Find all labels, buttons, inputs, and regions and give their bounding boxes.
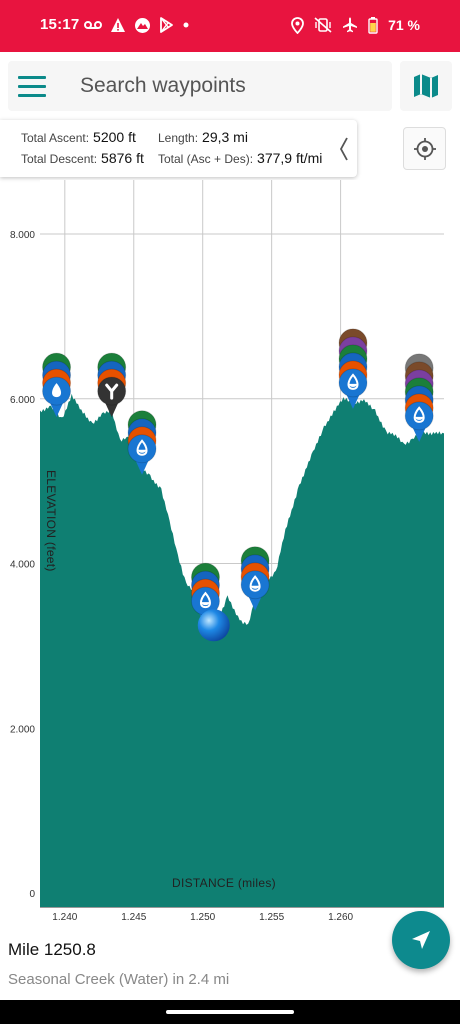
home-gesture-pill[interactable] [166,1010,294,1014]
total-ascent-value: 5200 ft [93,129,136,145]
hamburger-line [18,75,46,79]
current-mile: Mile 1250.8 [8,940,96,959]
water-tap-icon [249,575,261,592]
status-bar: 15:17 71 % [0,0,460,52]
marker-layer-disc [127,434,157,464]
elevation-chart[interactable]: 0 2.000 4.000 6.000 8.000 1.240 1.245 1.250 1.25… [0,180,460,925]
map-icon [414,74,438,98]
locate-button[interactable] [403,127,446,170]
search-input[interactable] [80,69,380,103]
search-bar [8,61,392,111]
drop-outline-glyph [136,439,148,456]
total-descent-label: Total Descent: [21,152,98,166]
y-tick-label: 2.000 [10,724,35,735]
y-tick-label: 6.000 [10,395,35,406]
hamburger-line [18,93,46,97]
y-tick-label: 4.000 [10,560,35,571]
waypoint-marker[interactable] [42,352,72,418]
total-gradient-value: 377,9 ft/mi [257,150,323,166]
battery-percent: 71 % [388,17,420,33]
play-store-icon [160,17,173,33]
menu-button[interactable] [18,71,50,101]
total-descent-value: 5876 ft [101,150,144,166]
total-ascent-label: Total Ascent: [21,131,90,145]
marker-layer-disc [404,401,434,431]
waypoint-marker[interactable] [190,562,220,628]
x-tick-label: 1.245 [121,912,146,923]
length-label: Length: [158,131,199,145]
drop-fill-glyph [348,383,357,387]
y-tick-label: 8.000 [10,230,35,241]
warning-icon [111,18,125,32]
water-drop-icon [52,383,62,398]
junction-glyph [105,383,119,400]
drop-fill-glyph [201,602,210,606]
waypoint-marker[interactable] [97,352,127,418]
waypoint-marker[interactable] [404,353,434,442]
water-tap-icon [347,373,359,390]
chart-tick-labels: 0 2.000 4.000 6.000 8.000 1.240 1.245 1.250 1.25… [10,230,354,923]
total-ascent-stat: Total Ascent: 5200 ft [21,129,136,145]
y-axis-title: ELEVATION (feet) [44,470,58,572]
drop-outline-glyph [347,373,359,390]
next-waypoint: Seasonal Creek (Water) in 2.4 mi [8,971,230,988]
status-system-icons: 71 % [291,13,420,37]
battery-icon [368,16,378,34]
y-tick-label: 0 [29,889,35,900]
waypoint-marker[interactable] [338,328,368,409]
waypoint-info-panel[interactable]: Mile 1250.8 Seasonal Creek (Water) in 2.… [0,926,460,1000]
water-tap-icon [136,439,148,456]
status-notification-icons [84,13,190,37]
x-tick-label: 1.250 [190,912,215,923]
marker-layer-disc [338,368,368,398]
navigation-arrow-icon [412,931,430,949]
drop-outline-glyph [199,591,211,609]
current-position [197,609,230,642]
location-icon [291,16,304,34]
collapse-chevron-icon[interactable] [336,136,352,162]
elevation-profile-area [40,393,444,907]
navigate-button[interactable] [392,911,450,969]
drop-fill-glyph [415,416,424,420]
system-nav-bar [0,1000,460,1024]
waypoint-markers[interactable] [42,328,434,628]
airplane-icon [343,17,358,33]
total-gradient-label: Total (Asc + Des): [158,152,254,166]
crosshair-icon [413,137,436,160]
marker-layer-disc [240,570,270,600]
water-tap-icon [413,406,425,423]
drop-outline-glyph [413,406,425,423]
status-time: 15:17 [40,16,80,33]
drop-outline-glyph [249,575,261,592]
voicemail-icon [84,21,102,29]
x-tick-label: 1.240 [52,912,77,923]
vibrate-off-icon [314,17,332,33]
current-position-marker [197,609,230,642]
elevation-stats-card: Total Ascent: 5200 ft Length: 29,3 mi Tota… [0,120,357,177]
x-tick-label: 1.260 [328,912,353,923]
map-button[interactable] [400,61,452,111]
x-axis-title: DISTANCE (miles) [172,876,276,890]
total-descent-stat: Total Descent: 5876 ft [21,150,144,166]
waypoint-marker[interactable] [127,410,157,475]
dot-icon [183,22,189,28]
trail-junction-icon [105,383,119,400]
hamburger-line [18,84,46,88]
drop-glyph [52,383,62,398]
x-tick-label: 1.255 [259,912,284,923]
length-value: 29,3 mi [202,129,248,145]
drop-fill-glyph [251,585,260,589]
water-tap-icon [199,591,211,609]
app-icon [135,17,150,33]
total-gradient-stat: Total (Asc + Des): 377,9 ft/mi [158,150,322,166]
waypoint-marker[interactable] [240,546,270,611]
drop-fill-glyph [138,449,147,453]
length-stat: Length: 29,3 mi [158,129,248,145]
